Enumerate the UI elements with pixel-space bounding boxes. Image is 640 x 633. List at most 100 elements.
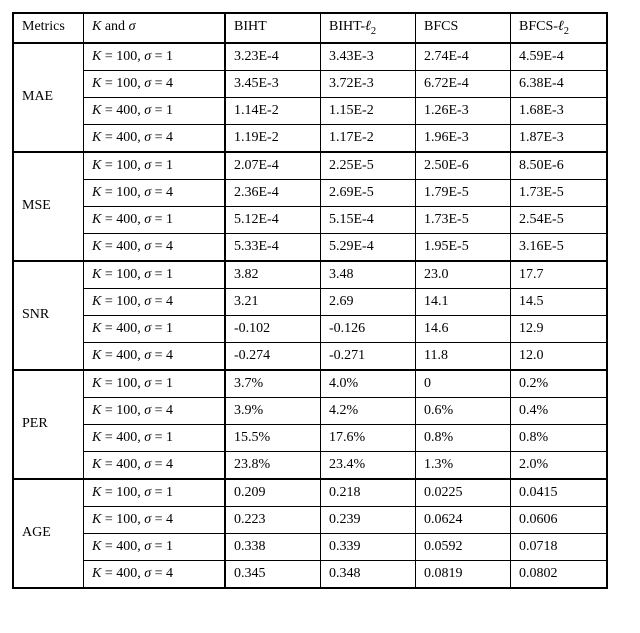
metric-label: MSE <box>14 153 84 260</box>
value-cell: 1.96E-3 <box>416 125 511 151</box>
value-cell: 1.73E-5 <box>416 207 511 233</box>
table-row: K = 100, σ = 43.45E-33.72E-36.72E-46.38E… <box>84 71 606 98</box>
metric-group: AGEK = 100, σ = 10.2090.2180.02250.0415K… <box>14 480 606 587</box>
value-cell: -0.274 <box>226 343 321 369</box>
value-cell: 5.15E-4 <box>321 207 416 233</box>
value-cell: 5.29E-4 <box>321 234 416 260</box>
metric-label: SNR <box>14 262 84 369</box>
header-K: K <box>92 19 101 34</box>
table-row: K = 400, σ = 1-0.102-0.12614.612.9 <box>84 316 606 343</box>
metric-label: MAE <box>14 44 84 151</box>
param-cell: K = 100, σ = 4 <box>84 71 226 97</box>
value-cell: 0.4% <box>511 398 606 424</box>
value-cell: 3.9% <box>226 398 321 424</box>
value-cell: -0.126 <box>321 316 416 342</box>
value-cell: 3.16E-5 <box>511 234 606 260</box>
metric-label: AGE <box>14 480 84 587</box>
value-cell: 0.0819 <box>416 561 511 587</box>
value-cell: 0.345 <box>226 561 321 587</box>
table-row: K = 100, σ = 43.212.6914.114.5 <box>84 289 606 316</box>
table-header-row: Metrics K and σ BIHT BIHT-ℓ2 BFCS BFCS-ℓ… <box>14 14 606 44</box>
value-cell: 0.223 <box>226 507 321 533</box>
value-cell: 0.0624 <box>416 507 511 533</box>
value-cell: 0.0225 <box>416 480 511 506</box>
value-cell: 1.15E-2 <box>321 98 416 124</box>
table-row: K = 100, σ = 43.9%4.2%0.6%0.4% <box>84 398 606 425</box>
value-cell: 0.8% <box>511 425 606 451</box>
metrics-table: Metrics K and σ BIHT BIHT-ℓ2 BFCS BFCS-ℓ… <box>12 12 608 589</box>
value-cell: 23.0 <box>416 262 511 288</box>
value-cell: 17.7 <box>511 262 606 288</box>
header-biht-l2: BIHT-ℓ2 <box>321 14 416 42</box>
value-cell: 6.72E-4 <box>416 71 511 97</box>
header-bfcs-l2-sub: 2 <box>564 26 569 37</box>
rows-column: K = 100, σ = 13.823.4823.017.7K = 100, σ… <box>84 262 606 369</box>
value-cell: 4.2% <box>321 398 416 424</box>
value-cell: 0.0718 <box>511 534 606 560</box>
header-sigma: σ <box>129 19 136 34</box>
value-cell: 0.218 <box>321 480 416 506</box>
table-row: K = 400, σ = 41.19E-21.17E-21.96E-31.87E… <box>84 125 606 151</box>
table-row: K = 400, σ = 40.3450.3480.08190.0802 <box>84 561 606 587</box>
value-cell: 8.50E-6 <box>511 153 606 179</box>
header-and: and <box>101 19 128 34</box>
param-cell: K = 400, σ = 1 <box>84 425 226 451</box>
value-cell: 0.2% <box>511 371 606 397</box>
value-cell: 2.50E-6 <box>416 153 511 179</box>
value-cell: 1.26E-3 <box>416 98 511 124</box>
metric-group: SNRK = 100, σ = 13.823.4823.017.7K = 100… <box>14 262 606 371</box>
table-row: K = 100, σ = 40.2230.2390.06240.0606 <box>84 507 606 534</box>
rows-column: K = 100, σ = 10.2090.2180.02250.0415K = … <box>84 480 606 587</box>
param-cell: K = 100, σ = 1 <box>84 480 226 506</box>
value-cell: 11.8 <box>416 343 511 369</box>
table-row: K = 100, σ = 13.7%4.0%00.2% <box>84 371 606 398</box>
param-cell: K = 400, σ = 1 <box>84 98 226 124</box>
value-cell: 3.7% <box>226 371 321 397</box>
value-cell: 5.12E-4 <box>226 207 321 233</box>
value-cell: 5.33E-4 <box>226 234 321 260</box>
header-metrics: Metrics <box>14 14 84 42</box>
header-biht-l2-sub: 2 <box>371 26 376 37</box>
value-cell: 12.0 <box>511 343 606 369</box>
header-bfcs: BFCS <box>416 14 511 42</box>
value-cell: -0.102 <box>226 316 321 342</box>
table-row: K = 100, σ = 13.23E-43.43E-32.74E-44.59E… <box>84 44 606 71</box>
value-cell: 0.239 <box>321 507 416 533</box>
param-cell: K = 100, σ = 4 <box>84 289 226 315</box>
value-cell: 2.54E-5 <box>511 207 606 233</box>
value-cell: 0.8% <box>416 425 511 451</box>
table-row: K = 100, σ = 42.36E-42.69E-51.79E-51.73E… <box>84 180 606 207</box>
value-cell: 17.6% <box>321 425 416 451</box>
param-cell: K = 400, σ = 4 <box>84 343 226 369</box>
metric-label: PER <box>14 371 84 478</box>
value-cell: 0.339 <box>321 534 416 560</box>
param-cell: K = 400, σ = 1 <box>84 207 226 233</box>
value-cell: 23.8% <box>226 452 321 478</box>
value-cell: 23.4% <box>321 452 416 478</box>
value-cell: 2.69 <box>321 289 416 315</box>
value-cell: 3.72E-3 <box>321 71 416 97</box>
value-cell: 4.59E-4 <box>511 44 606 70</box>
metric-group: MSEK = 100, σ = 12.07E-42.25E-52.50E-68.… <box>14 153 606 262</box>
param-cell: K = 100, σ = 1 <box>84 44 226 70</box>
param-cell: K = 100, σ = 4 <box>84 180 226 206</box>
table-row: K = 400, σ = 11.14E-21.15E-21.26E-31.68E… <box>84 98 606 125</box>
param-cell: K = 100, σ = 4 <box>84 507 226 533</box>
value-cell: 0.6% <box>416 398 511 424</box>
value-cell: 2.74E-4 <box>416 44 511 70</box>
rows-column: K = 100, σ = 13.23E-43.43E-32.74E-44.59E… <box>84 44 606 151</box>
table-row: K = 400, σ = 15.12E-45.15E-41.73E-52.54E… <box>84 207 606 234</box>
value-cell: 0.338 <box>226 534 321 560</box>
value-cell: 0.0415 <box>511 480 606 506</box>
table-row: K = 100, σ = 13.823.4823.017.7 <box>84 262 606 289</box>
header-biht: BIHT <box>226 14 321 42</box>
table-row: K = 400, σ = 4-0.274-0.27111.812.0 <box>84 343 606 369</box>
value-cell: 14.6 <box>416 316 511 342</box>
value-cell: 1.87E-3 <box>511 125 606 151</box>
value-cell: 3.21 <box>226 289 321 315</box>
value-cell: 1.73E-5 <box>511 180 606 206</box>
param-cell: K = 400, σ = 4 <box>84 452 226 478</box>
value-cell: 3.43E-3 <box>321 44 416 70</box>
header-bfcs-l2: BFCS-ℓ2 <box>511 14 606 42</box>
value-cell: 14.1 <box>416 289 511 315</box>
